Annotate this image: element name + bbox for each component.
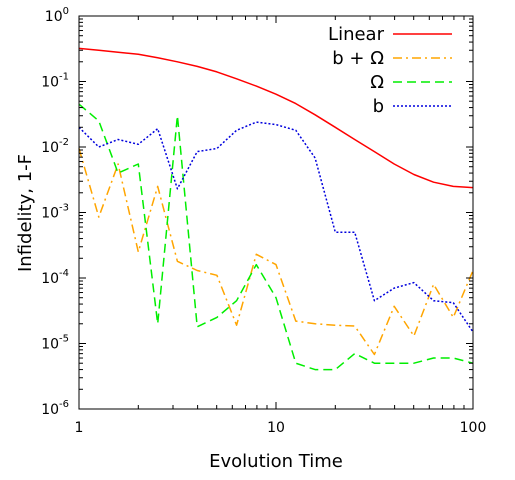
legend-label-0: Linear [328,24,385,45]
y-axis-label: Infidelity, 1-F [15,154,36,272]
y-tick-exponent: -5 [59,334,69,345]
legend-label-2: Ω [370,72,384,93]
x-tick-label: 10 [267,420,285,436]
ticks-layer [78,15,474,410]
series-line-2 [78,103,474,371]
series-line-1 [78,148,474,356]
y-tick-exponent: -3 [59,203,69,214]
x-axis-label: Evolution Time [209,451,343,472]
y-tick-base: 10 [41,75,59,91]
y-tick-exponent: -4 [59,268,69,279]
series-layer [78,47,474,371]
y-tick-base: 10 [45,9,63,25]
y-tick-base: 10 [41,402,59,418]
y-tick-label: 10-1 [41,72,69,91]
y-tick-exponent: -1 [59,72,69,83]
y-tick-base: 10 [41,271,59,287]
y-tick-label: 10-3 [41,203,69,222]
y-tick-label: 10-5 [41,334,69,353]
legend-label-1: b + Ω [332,48,384,69]
y-tick-base: 10 [41,337,59,353]
plot-area [78,15,474,410]
y-tick-label: 100 [45,6,69,25]
y-tick-label: 10-2 [41,137,69,156]
x-tick-label: 100 [460,420,487,436]
y-tick-exponent: -2 [59,137,69,148]
series-line-0 [78,47,474,189]
plot-frame [78,15,474,410]
y-tick-exponent: 0 [63,6,69,17]
y-tick-base: 10 [41,140,59,156]
series-line-3 [78,121,474,333]
legend: Linear b + Ω Ωb [328,24,452,117]
x-tick-label: 1 [75,420,84,436]
y-tick-base: 10 [41,206,59,222]
y-tick-label: 10-4 [41,268,69,287]
x-tick-labels: 1 10 100 [75,420,487,436]
y-tick-exponent: -6 [59,399,69,410]
y-tick-label: 10-6 [41,399,69,418]
legend-label-3: b [373,96,384,117]
